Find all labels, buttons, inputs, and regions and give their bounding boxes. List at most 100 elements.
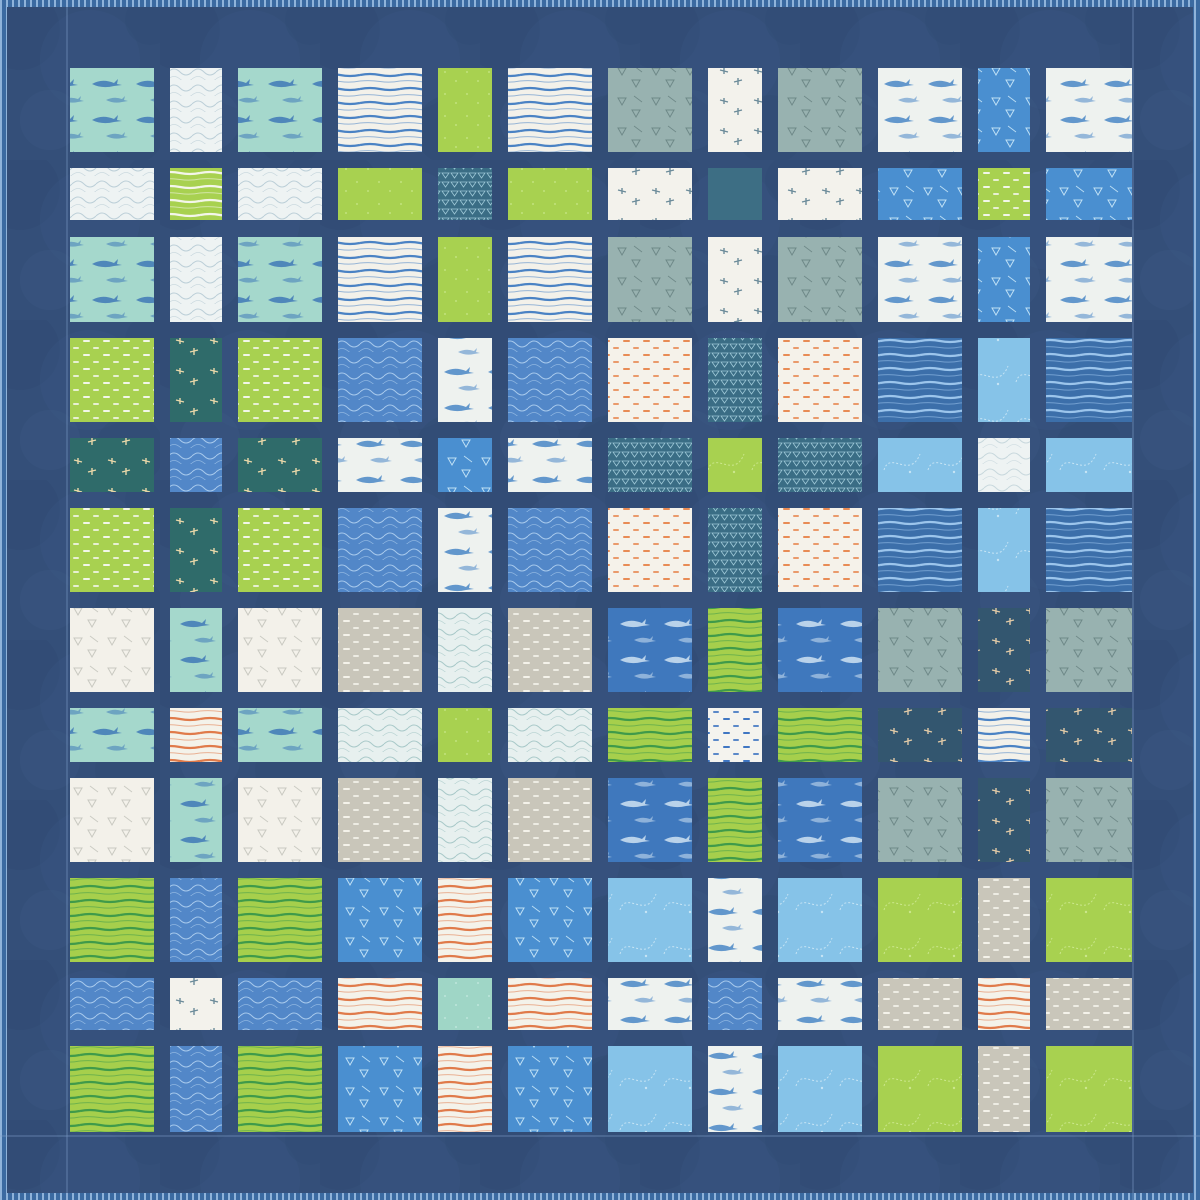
quilt-block-white-kelp <box>508 708 592 762</box>
quilt-block-blue-waves <box>170 438 222 492</box>
quilt-block-sky-swirl <box>978 508 1030 592</box>
quilt-block-blue-waves <box>170 878 222 962</box>
quilt-block-lime-stripe <box>170 168 222 220</box>
quilt-block-navy-triangles <box>708 508 762 592</box>
quilt-block-navy-stripe <box>878 338 962 422</box>
quilt-block-navy-divers <box>878 708 962 762</box>
quilt-block-blue-sharks <box>608 608 692 692</box>
quilt-block-lime <box>338 168 422 220</box>
quilt-block-white-waves <box>238 168 322 220</box>
quilt-block-mint-sharks <box>170 778 222 862</box>
quilt-block-white-waves <box>170 237 222 322</box>
quilt-block-mint-solid <box>438 978 492 1030</box>
quilt-block-blue-waves <box>170 1046 222 1132</box>
quilt-block-lime-swirl <box>708 438 762 492</box>
quilt-block-mint-sharks <box>238 708 322 762</box>
quilt-block-lime-swirl <box>878 1046 962 1132</box>
quilt-block-white-swirl <box>978 438 1030 492</box>
quilt-block-white-rays <box>238 778 322 862</box>
quilt-block-sage-teeth <box>778 68 862 152</box>
quilt-block-taupe-dash <box>338 778 422 862</box>
quilt-block-sky-swirl <box>608 1046 692 1132</box>
quilt-block-sky-swirl <box>778 1046 862 1132</box>
quilt-block-blue-teeth <box>438 438 492 492</box>
quilt-block-white-divers <box>608 168 692 220</box>
quilt-block-white-waves <box>170 68 222 152</box>
quilt-block-lime <box>438 708 492 762</box>
quilt-block-white-rays <box>70 778 154 862</box>
quilt-block-blue-waves <box>238 978 322 1030</box>
quilt-block-white-stripe <box>338 68 422 152</box>
quilt-block-sage-teeth <box>608 68 692 152</box>
quilt-block-blue-waves <box>508 508 592 592</box>
quilt-block-white-sharks <box>438 338 492 422</box>
quilt-block-lime-dash <box>978 168 1030 220</box>
quilt-block-sky-swirl <box>778 878 862 962</box>
quilt-block-navy-stripe <box>1046 508 1132 592</box>
quilt-block-teal-solid <box>708 168 762 220</box>
quilt-block-white-kelp <box>438 608 492 692</box>
quilt-block-green-stripe <box>70 1046 154 1132</box>
quilt-block-green-stripe <box>608 708 692 762</box>
quilt-block-sky-swirl <box>978 338 1030 422</box>
quilt-block-white-stripe-orange <box>508 978 592 1030</box>
quilt-block-white-sharks <box>1046 68 1132 152</box>
quilt-block-blue-teeth <box>878 168 962 220</box>
quilt-block-white-stripe-orange <box>438 878 492 962</box>
quilt-block-navy-triangles <box>708 338 762 422</box>
quilt-block-teal-divers <box>170 338 222 422</box>
quilt-block-navy-triangles <box>608 438 692 492</box>
quilt-block-white-rays <box>238 608 322 692</box>
quilt-block-teal-divers <box>170 508 222 592</box>
quilt-block-white-kelp <box>438 778 492 862</box>
quilt-block-taupe-dash <box>1046 978 1132 1030</box>
quilt-block-white-stripe-orange <box>978 978 1030 1030</box>
quilt-block-white-sharks <box>708 878 762 962</box>
quilt-block-white-stripe-orange <box>170 708 222 762</box>
quilt-block-green-stripe <box>778 708 862 762</box>
quilt-block-sky-swirl <box>878 438 962 492</box>
quilt-block-lime <box>438 68 492 152</box>
quilt-block-lime-dash <box>238 338 322 422</box>
quilt-block-sage-teeth <box>878 778 962 862</box>
quilt-block-navy-stripe <box>1046 338 1132 422</box>
quilt-block-lime-dash <box>70 338 154 422</box>
quilt-block-white-rays <box>70 608 154 692</box>
quilt-block-white-sharks <box>878 68 962 152</box>
quilt-block-taupe-dash <box>508 778 592 862</box>
quilt-block-blue-waves <box>708 978 762 1030</box>
quilt-blocks <box>70 68 1132 1132</box>
quilt-block-white-sharks <box>778 978 862 1030</box>
quilt-block-navy-divers <box>978 778 1030 862</box>
quilt-block-white-sharks <box>1046 237 1132 322</box>
quilt-block-sky-swirl <box>1046 438 1132 492</box>
quilt-block-green-stripe <box>708 608 762 692</box>
quilt-block-mint-sharks <box>170 608 222 692</box>
quilt-block-blue-teeth <box>508 878 592 962</box>
quilt-block-lime-dash <box>70 508 154 592</box>
quilt-block-sky-swirl <box>608 878 692 962</box>
quilt-block-lime-swirl <box>1046 1046 1132 1132</box>
quilt-block-taupe-dash <box>508 608 592 692</box>
quilt-block-taupe-dash <box>878 978 962 1030</box>
quilt-block-white-dash-orange <box>778 508 862 592</box>
quilt-block-sage-teeth <box>1046 778 1132 862</box>
quilt-block-lime <box>438 237 492 322</box>
quilt-block-white-dash-orange <box>608 338 692 422</box>
quilt-block-mint-sharks <box>70 68 154 152</box>
quilt-block-white-sharks <box>878 237 962 322</box>
quilt-block-navy-triangles <box>778 438 862 492</box>
quilt-block-taupe-dash <box>978 1046 1030 1132</box>
quilt-block-blue-waves <box>508 338 592 422</box>
quilt-block-blue-sharks <box>608 778 692 862</box>
quilt-block-white-kelp <box>338 708 422 762</box>
quilt-block-blue-sharks <box>778 778 862 862</box>
quilt-block-navy-divers <box>1046 708 1132 762</box>
quilt-block-lime-dash <box>238 508 322 592</box>
quilt-block-sage-teeth <box>1046 608 1132 692</box>
quilt-block-white-stripe-orange <box>338 978 422 1030</box>
quilt-block-blue-teeth <box>978 237 1030 322</box>
quilt-block-white-stripe-orange <box>438 1046 492 1132</box>
